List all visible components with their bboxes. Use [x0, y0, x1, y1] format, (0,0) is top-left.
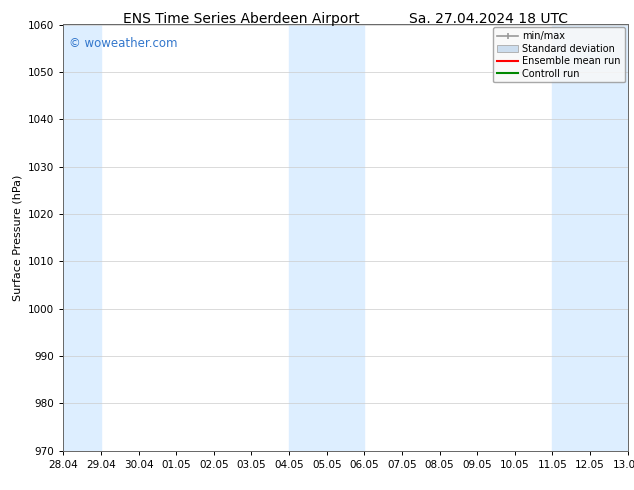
Text: © woweather.com: © woweather.com	[69, 37, 178, 50]
Bar	[63, 24, 101, 451]
Bar	[552, 24, 628, 451]
Bar	[289, 24, 365, 451]
Text: ENS Time Series Aberdeen Airport: ENS Time Series Aberdeen Airport	[122, 12, 359, 26]
Y-axis label: Surface Pressure (hPa): Surface Pressure (hPa)	[13, 174, 23, 301]
Legend: min/max, Standard deviation, Ensemble mean run, Controll run: min/max, Standard deviation, Ensemble me…	[493, 27, 624, 82]
Text: Sa. 27.04.2024 18 UTC: Sa. 27.04.2024 18 UTC	[409, 12, 567, 26]
